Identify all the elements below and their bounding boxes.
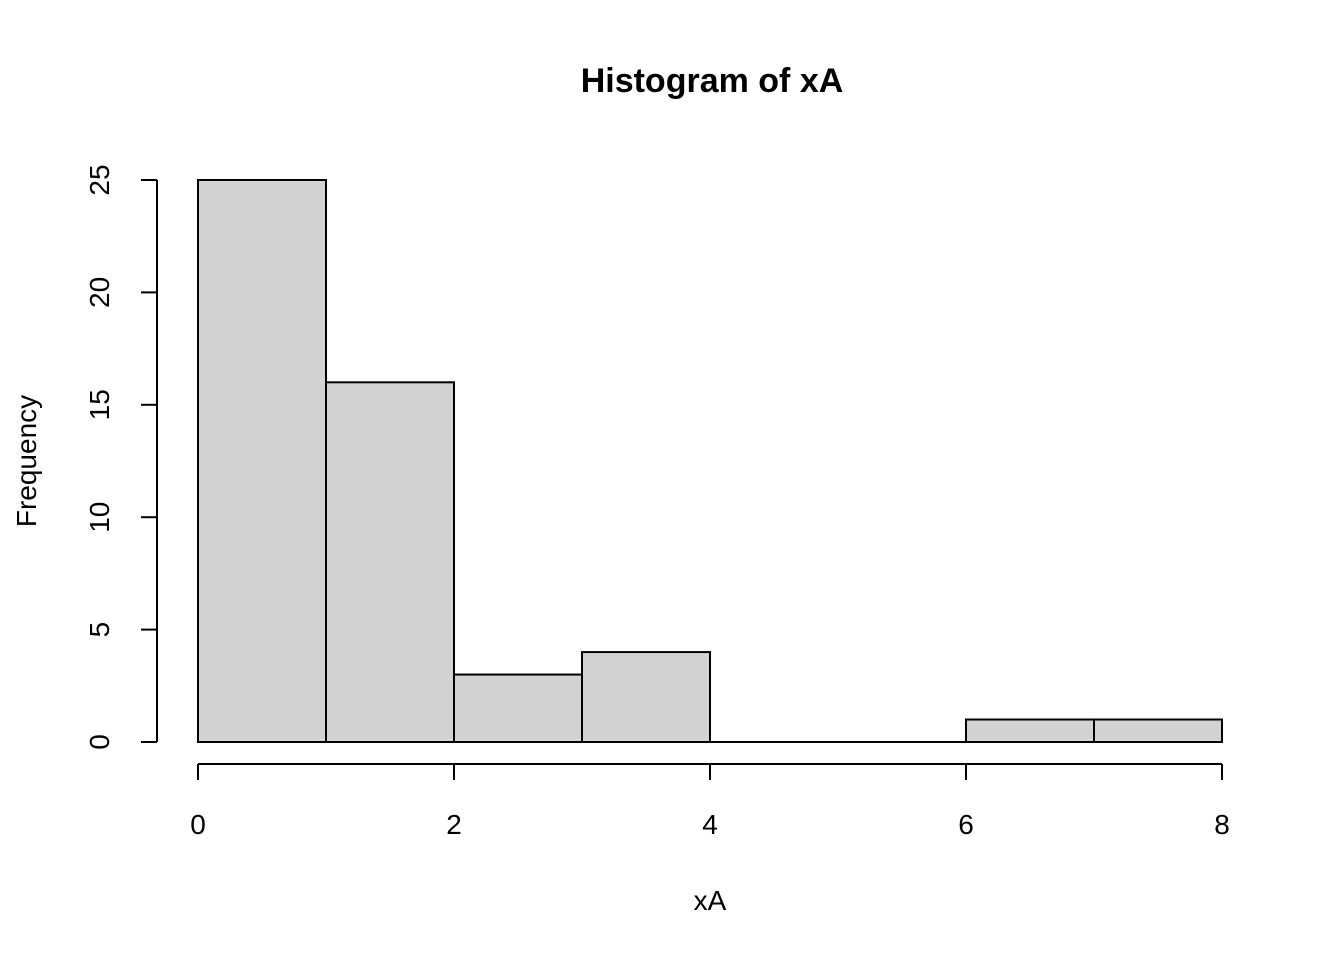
y-tick-label: 10 [84,502,115,533]
x-tick-label: 2 [446,809,462,840]
histogram-bar-6 [965,718,1095,744]
x-axis: 0 2 4 6 8 [190,763,1230,840]
chart-title: Histogram of xA [581,62,844,100]
y-axis: 0 5 10 15 20 25 [84,164,158,750]
x-tick-label: 0 [190,809,206,840]
histogram-bar-3 [581,651,711,744]
histogram-bar-0 [197,179,327,743]
y-tick-label: 5 [84,622,115,638]
histogram-bars [197,179,1223,744]
x-tick-label: 8 [1214,809,1230,840]
x-tick-label: 6 [958,809,974,840]
y-tick-label: 25 [84,164,115,195]
y-tick-label: 0 [84,734,115,750]
histogram-bar-1 [325,381,455,743]
y-tick-label: 15 [84,389,115,420]
x-axis-label: xA [694,885,727,916]
histogram-bar-2 [453,673,583,743]
x-tick-label: 4 [702,809,718,840]
y-axis-label: Frequency [11,395,42,527]
y-tick-label: 20 [84,277,115,308]
histogram-bar-7 [1093,718,1223,744]
